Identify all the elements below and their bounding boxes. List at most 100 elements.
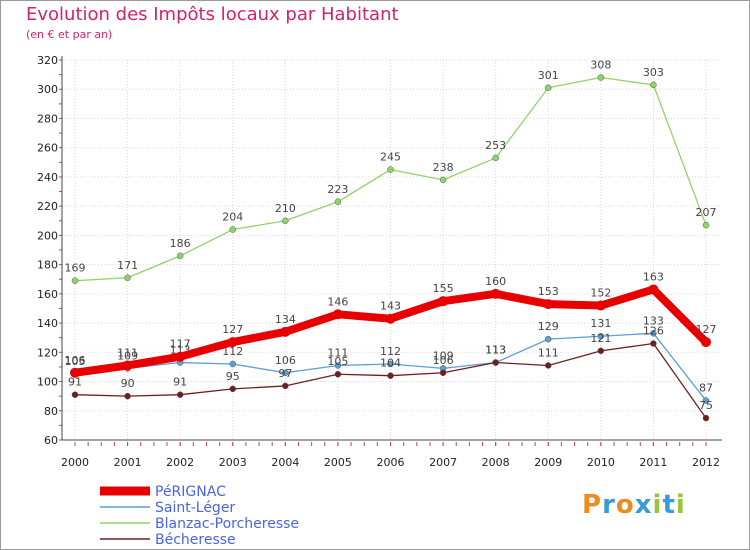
data-label: 87 — [699, 382, 713, 395]
data-point — [280, 326, 291, 337]
legend-label: Saint-Léger — [155, 500, 235, 516]
data-label: 117 — [170, 338, 191, 351]
data-point — [229, 226, 236, 233]
legend-label: PéRIGNAC — [155, 484, 226, 500]
data-label: 127 — [222, 323, 243, 336]
data-label: 204 — [222, 211, 243, 224]
proxiti-logo: Proxiti — [582, 490, 686, 520]
data-point — [490, 288, 501, 299]
logo-letter: t — [662, 490, 676, 520]
data-point — [70, 367, 80, 378]
data-point — [438, 296, 449, 307]
x-tick-label: 2008 — [482, 456, 510, 469]
data-point — [597, 347, 605, 355]
data-point — [387, 372, 394, 379]
x-tick-label: 2009 — [534, 456, 562, 469]
data-point — [650, 330, 657, 337]
data-point — [597, 332, 605, 340]
data-point — [439, 369, 447, 377]
x-tick-label: 2004 — [271, 456, 299, 469]
data-point — [702, 414, 710, 422]
x-tick-label: 2000 — [61, 456, 89, 469]
x-tick-label: 2005 — [324, 456, 352, 469]
logo-letter: i — [652, 490, 663, 520]
data-label: 121 — [590, 332, 611, 345]
data-point — [122, 360, 133, 371]
data-label: 238 — [433, 161, 454, 174]
data-point — [439, 176, 447, 184]
logo-letter: i — [675, 490, 686, 520]
legend-label: Blanzac-Porcheresse — [155, 516, 299, 532]
data-label: 75 — [699, 399, 713, 412]
data-label: 171 — [117, 259, 138, 272]
x-tick-label: 2003 — [219, 456, 247, 469]
data-label: 105 — [327, 355, 348, 368]
data-point — [545, 362, 552, 369]
y-tick-label: 200 — [37, 229, 58, 242]
x-tick-label: 2012 — [692, 456, 720, 469]
data-label: 129 — [538, 320, 559, 333]
data-label: 109 — [433, 349, 454, 362]
chart-title: Evolution des Impôts locaux par Habitant — [26, 4, 399, 25]
data-label: 113 — [485, 344, 506, 357]
data-label: 127 — [696, 323, 717, 336]
data-label: 152 — [590, 287, 611, 300]
y-tick-label: 220 — [37, 200, 58, 213]
data-label: 106 — [65, 354, 86, 367]
data-label: 223 — [327, 183, 348, 196]
data-point — [229, 385, 236, 393]
data-label: 301 — [538, 69, 559, 82]
data-label: 210 — [275, 202, 296, 215]
data-point — [334, 362, 342, 369]
y-tick-label: 120 — [37, 346, 58, 359]
data-point — [650, 81, 657, 89]
data-label: 134 — [275, 313, 296, 326]
y-tick-label: 280 — [37, 112, 58, 125]
data-point — [597, 74, 605, 81]
data-point — [176, 252, 184, 260]
data-point — [650, 340, 657, 347]
data-label: 131 — [590, 317, 611, 330]
data-point — [332, 309, 343, 320]
data-label: 143 — [380, 300, 401, 313]
data-label: 308 — [590, 59, 611, 72]
data-point — [702, 397, 710, 404]
data-label: 91 — [173, 376, 187, 389]
data-label: 106 — [275, 354, 296, 367]
data-label: 104 — [380, 357, 401, 370]
data-label: 133 — [643, 314, 664, 327]
x-tick-label: 2010 — [587, 456, 615, 469]
data-point — [545, 335, 552, 343]
data-point — [282, 217, 289, 225]
data-point — [595, 300, 606, 311]
y-tick-label: 240 — [37, 171, 58, 184]
data-label: 105 — [65, 355, 86, 368]
y-tick-label: 80 — [44, 405, 58, 418]
data-label: 112 — [222, 345, 243, 358]
data-label: 109 — [117, 349, 138, 362]
data-point — [282, 369, 289, 377]
x-tick-label: 2006 — [377, 456, 405, 469]
x-tick-label: 2002 — [166, 456, 194, 469]
data-point — [385, 313, 396, 324]
data-point — [701, 337, 711, 348]
data-label: 186 — [170, 237, 191, 250]
data-label: 303 — [643, 66, 664, 79]
data-point — [334, 370, 342, 378]
y-tick-label: 140 — [37, 317, 58, 330]
y-tick-label: 260 — [37, 142, 58, 155]
data-point — [229, 360, 236, 368]
x-tick-label: 2011 — [639, 456, 667, 469]
data-point — [492, 154, 499, 162]
data-point — [387, 360, 394, 368]
data-label: 106 — [433, 354, 454, 367]
data-label: 111 — [538, 346, 559, 359]
y-tick-label: 160 — [37, 288, 58, 301]
data-label: 155 — [433, 282, 454, 295]
legend-label: Bécheresse — [155, 532, 236, 548]
data-label: 153 — [538, 285, 559, 298]
data-label: 111 — [117, 346, 138, 359]
data-point — [334, 198, 342, 206]
